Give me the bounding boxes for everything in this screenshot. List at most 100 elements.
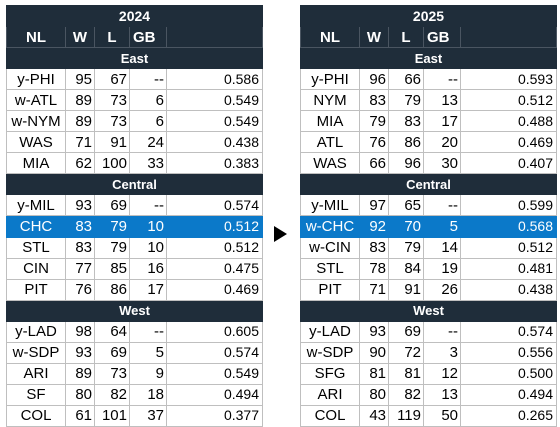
win-pct-value: 0.469: [166, 278, 263, 301]
column-header-games-back: GB: [423, 26, 461, 49]
team-name: ARI: [6, 362, 66, 385]
wins-value: 96: [359, 68, 389, 91]
column-header-row: NL W L GB: [300, 26, 557, 49]
games-back-value: --: [129, 320, 167, 343]
team-name: STL: [6, 236, 66, 259]
games-back-value: 20: [423, 131, 461, 154]
division-header-row: East: [300, 47, 557, 70]
wins-value: 43: [359, 404, 389, 427]
losses-value: 73: [94, 362, 130, 385]
games-back-value: 19: [423, 257, 461, 280]
division-header-row: West: [300, 299, 557, 322]
win-pct-value: 0.549: [166, 110, 263, 133]
win-pct-value: 0.438: [166, 131, 263, 154]
highlighted-team-row: CHC 83 79 10 0.512: [6, 215, 263, 238]
team-name: SF: [6, 383, 66, 406]
games-back-value: 3: [423, 341, 461, 364]
column-header-games-back: GB: [129, 26, 167, 49]
games-back-value: 13: [423, 89, 461, 112]
wins-value: 76: [359, 131, 389, 154]
division-name: East: [300, 47, 557, 70]
wins-value: 62: [65, 152, 95, 175]
wins-value: 89: [65, 89, 95, 112]
games-back-value: 5: [423, 215, 461, 238]
games-back-value: 16: [129, 257, 167, 280]
wins-value: 98: [65, 320, 95, 343]
losses-value: 101: [94, 404, 130, 427]
wins-value: 93: [65, 341, 95, 364]
column-header-league: NL: [300, 26, 360, 49]
team-row: STL 83 79 10 0.512: [6, 236, 263, 259]
win-pct-value: 0.265: [460, 404, 557, 427]
win-pct-value: 0.574: [166, 341, 263, 364]
win-pct-value: 0.574: [460, 320, 557, 343]
losses-value: 79: [94, 215, 130, 238]
losses-value: 119: [388, 404, 424, 427]
games-back-value: 5: [129, 341, 167, 364]
games-back-value: 30: [423, 152, 461, 175]
team-name: w-ATL: [6, 89, 66, 112]
team-name: CIN: [6, 257, 66, 280]
team-row: SFG 81 81 12 0.500: [300, 362, 557, 385]
losses-value: 65: [388, 194, 424, 217]
wins-value: 71: [359, 278, 389, 301]
wins-value: 77: [65, 257, 95, 280]
wins-value: 89: [65, 110, 95, 133]
losses-value: 100: [94, 152, 130, 175]
team-name: NYM: [300, 89, 360, 112]
wins-value: 76: [65, 278, 95, 301]
games-back-value: --: [129, 194, 167, 217]
losses-value: 96: [388, 152, 424, 175]
losses-value: 79: [388, 236, 424, 259]
column-header-wins: W: [65, 26, 95, 49]
games-back-value: 6: [129, 89, 167, 112]
wins-value: 83: [359, 89, 389, 112]
team-name: y-LAD: [300, 320, 360, 343]
team-name: COL: [300, 404, 360, 427]
team-name: MIA: [6, 152, 66, 175]
losses-value: 70: [388, 215, 424, 238]
team-row: y-LAD 98 64 -- 0.605: [6, 320, 263, 343]
team-row: w-CIN 83 79 14 0.512: [300, 236, 557, 259]
wins-value: 93: [65, 194, 95, 217]
games-back-value: 14: [423, 236, 461, 259]
division-header-row: Central: [300, 173, 557, 196]
team-name: w-CIN: [300, 236, 360, 259]
win-pct-value: 0.556: [460, 341, 557, 364]
team-name: y-PHI: [6, 68, 66, 91]
team-name: SFG: [300, 362, 360, 385]
losses-value: 79: [388, 89, 424, 112]
division-name: West: [6, 299, 263, 322]
losses-value: 64: [94, 320, 130, 343]
team-row: PIT 71 91 26 0.438: [300, 278, 557, 301]
wins-value: 92: [359, 215, 389, 238]
column-header-pct: [166, 26, 263, 49]
win-pct-value: 0.475: [166, 257, 263, 280]
losses-value: 69: [388, 320, 424, 343]
team-name: WAS: [300, 152, 360, 175]
win-pct-value: 0.383: [166, 152, 263, 175]
win-pct-value: 0.568: [460, 215, 557, 238]
losses-value: 83: [388, 110, 424, 133]
team-name: w-NYM: [6, 110, 66, 133]
win-pct-value: 0.593: [460, 68, 557, 91]
losses-value: 69: [94, 341, 130, 364]
division-name: Central: [6, 173, 263, 196]
team-name: CHC: [6, 215, 66, 238]
column-header-league: NL: [6, 26, 66, 49]
losses-value: 67: [94, 68, 130, 91]
losses-value: 86: [94, 278, 130, 301]
team-row: w-NYM 89 73 6 0.549: [6, 110, 263, 133]
team-name: COL: [6, 404, 66, 427]
wins-value: 66: [359, 152, 389, 175]
wins-value: 89: [65, 362, 95, 385]
wins-value: 83: [359, 236, 389, 259]
division-header-row: Central: [6, 173, 263, 196]
games-back-value: 50: [423, 404, 461, 427]
team-row: w-SDP 90 72 3 0.556: [300, 341, 557, 364]
win-pct-value: 0.574: [166, 194, 263, 217]
losses-value: 73: [94, 110, 130, 133]
team-row: y-MIL 97 65 -- 0.599: [300, 194, 557, 217]
games-back-value: 10: [129, 215, 167, 238]
year-title: 2025: [300, 4, 557, 28]
